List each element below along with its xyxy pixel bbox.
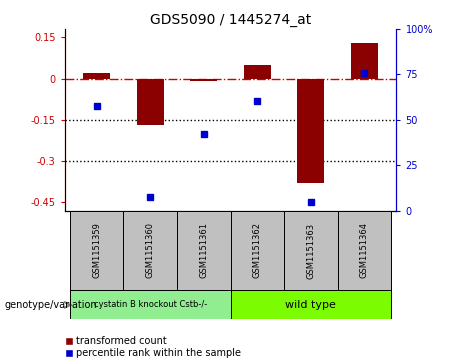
Text: GSM1151362: GSM1151362 (253, 223, 262, 278)
Text: GSM1151363: GSM1151363 (306, 223, 315, 278)
Legend: transformed count, percentile rank within the sample: transformed count, percentile rank withi… (65, 336, 242, 358)
Bar (351, 43, 378, 78)
Bar (297, 78, 324, 183)
Bar (137, 78, 164, 125)
Bar (230, 290, 391, 319)
Bar (190, 78, 217, 81)
Text: GSM1151359: GSM1151359 (92, 223, 101, 278)
Bar (244, 65, 271, 78)
Bar (230, 211, 284, 290)
Bar (70, 211, 124, 290)
Text: GSM1151361: GSM1151361 (199, 223, 208, 278)
Text: wild type: wild type (285, 300, 336, 310)
Bar (284, 211, 337, 290)
Bar (124, 211, 177, 290)
Bar (337, 211, 391, 290)
Bar (83, 73, 110, 78)
Text: genotype/variation: genotype/variation (5, 300, 97, 310)
Bar (70, 290, 230, 319)
Title: GDS5090 / 1445274_at: GDS5090 / 1445274_at (150, 13, 311, 26)
Bar (177, 211, 230, 290)
Text: GSM1151364: GSM1151364 (360, 223, 369, 278)
Text: GSM1151360: GSM1151360 (146, 223, 155, 278)
Text: cystatin B knockout Cstb-/-: cystatin B knockout Cstb-/- (94, 301, 207, 309)
